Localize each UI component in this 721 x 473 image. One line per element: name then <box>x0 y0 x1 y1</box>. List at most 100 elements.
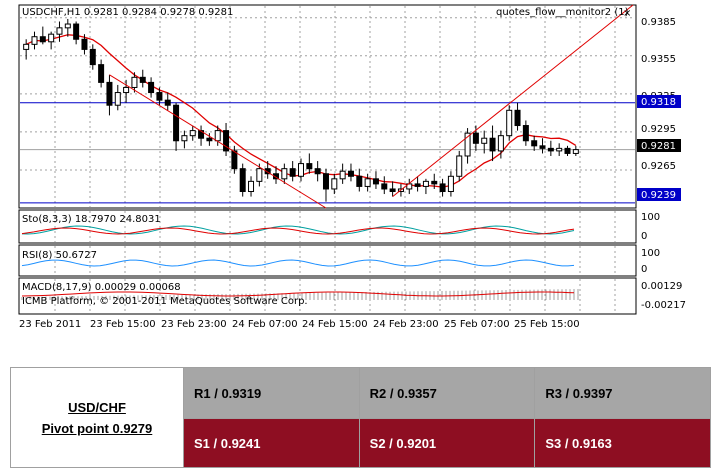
chart-canvas[interactable]: USDCHF,H1 0.9281 0.9284 0.9278 0.9281 qu… <box>0 0 721 335</box>
candle-body <box>156 92 163 101</box>
candle-body <box>539 145 546 149</box>
candle-body <box>489 137 496 152</box>
candle-body <box>314 168 321 175</box>
candle-body <box>414 183 421 187</box>
candle-body <box>522 125 529 142</box>
resistance-level-label: 0.9318 <box>641 97 676 108</box>
price-chart[interactable]: USDCHF,H1 0.9281 0.9284 0.9278 0.9281 qu… <box>0 0 721 335</box>
candle-body <box>281 168 288 180</box>
candle-body <box>322 173 329 190</box>
rsi-pane <box>18 244 637 277</box>
candle-body <box>364 178 371 187</box>
rsi-axis-bottom: 0 <box>641 264 647 275</box>
candle-body <box>372 178 379 185</box>
close-icon[interactable]: × <box>623 8 631 19</box>
candle-body <box>56 27 63 35</box>
candle-body <box>464 132 471 157</box>
candle-body <box>114 92 121 106</box>
candle-body <box>514 109 521 127</box>
pivot-point[interactable]: Pivot point 0.9279 <box>41 420 153 436</box>
candle-body <box>239 168 246 193</box>
time-tick: 24 Feb 15:00 <box>302 319 368 330</box>
r2-cell: R2 / 0.9357 <box>358 367 536 419</box>
current-price-badge <box>637 139 681 152</box>
indicator-name: quotes_flow__monitor2 (1) <box>496 7 629 18</box>
current-price-label: 0.9281 <box>641 141 676 152</box>
candle-body <box>106 81 113 106</box>
candle-body <box>164 99 171 106</box>
candle-body <box>447 175 454 193</box>
level-lines <box>20 102 635 204</box>
pair-name[interactable]: USD/CHF <box>68 399 126 415</box>
candle-body <box>289 168 296 177</box>
price-tick: 0.9265 <box>641 161 676 172</box>
candlestick-series <box>23 18 579 202</box>
trend-line-up <box>392 4 634 197</box>
candle-body <box>23 43 30 50</box>
macd-axis-top: 0.00129 <box>641 281 682 292</box>
candle-body <box>64 23 71 29</box>
candle-body <box>347 170 354 177</box>
candle-body <box>556 147 563 152</box>
candle-body <box>331 178 338 190</box>
rsi-label: RSI(8) 50.6727 <box>22 250 97 261</box>
rsi-line <box>21 259 575 267</box>
candle-body <box>339 170 346 180</box>
watermark: ICMB Platform, © 2001-2011 MetaQuotes So… <box>22 296 308 307</box>
candle-body <box>531 140 538 147</box>
candle-body <box>389 188 396 193</box>
candle-body <box>472 132 479 144</box>
candle-body <box>547 147 554 152</box>
time-tick: 25 Feb 15:00 <box>514 319 580 330</box>
candle-body <box>497 135 504 152</box>
time-tick: 24 Feb 23:00 <box>373 319 439 330</box>
candle-body <box>456 155 463 177</box>
candle-body <box>214 130 221 142</box>
candle-body <box>89 48 96 66</box>
rsi-axis-top: 100 <box>641 248 660 259</box>
candle-body <box>148 81 155 94</box>
price-tick: 0.9355 <box>641 54 676 65</box>
candle-body <box>98 64 105 83</box>
time-tick: 23 Feb 23:00 <box>161 319 227 330</box>
candle-body <box>123 86 130 94</box>
candle-body <box>131 76 138 88</box>
stoch-axis-bottom: 0 <box>641 231 647 242</box>
candle-body <box>173 104 180 142</box>
candle-body <box>31 36 38 45</box>
r3-cell: R3 / 0.9397 <box>534 367 711 419</box>
stoch-pane <box>18 209 637 244</box>
candle-body <box>381 183 388 190</box>
chart-grid <box>20 6 635 313</box>
candle-body <box>206 137 213 142</box>
price-tick: 0.9385 <box>641 17 676 28</box>
macd-label: MACD(8,17,9) 0.00029 0.00068 <box>22 282 181 293</box>
macd-signal-line <box>21 291 575 297</box>
time-tick: 24 Feb 07:00 <box>232 319 298 330</box>
symbol-info: USDCHF,H1 0.9281 0.9284 0.9278 0.9281 <box>22 7 233 18</box>
time-tick: 25 Feb 07:00 <box>444 319 510 330</box>
candle-body <box>306 163 313 170</box>
candle-body <box>181 135 188 142</box>
trend-lines <box>109 4 634 209</box>
pair-cell: USD/CHF Pivot point 0.9279 <box>10 367 184 468</box>
candle-body <box>422 180 429 187</box>
candle-body <box>439 183 446 193</box>
candle-body <box>298 163 304 177</box>
stoch-signal-line <box>21 227 575 235</box>
stoch-label: Sto(8,3,3) 18.7970 24.8031 <box>22 214 161 225</box>
candle-body <box>223 130 230 152</box>
s1-cell: S1 / 0.9241 <box>183 418 360 468</box>
time-tick: 23 Feb 15:00 <box>90 319 156 330</box>
candle-body <box>248 180 255 193</box>
support-level-label: 0.9239 <box>641 190 676 201</box>
pivot-table: USD/CHF Pivot point 0.9279 R1 / 0.9319 R… <box>10 367 711 468</box>
resistance-level-badge <box>637 95 681 108</box>
price-tick: 0.9295 <box>641 124 676 135</box>
candle-body <box>48 33 55 43</box>
candle-body <box>81 38 88 50</box>
candle-body <box>39 36 46 43</box>
candle-body <box>231 150 238 170</box>
candle-body <box>356 175 363 187</box>
support-level-badge <box>637 188 681 201</box>
